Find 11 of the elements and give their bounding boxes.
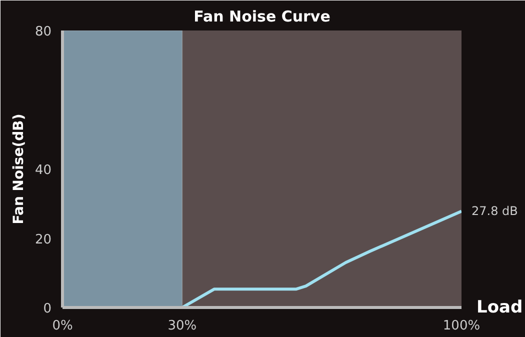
y-tick-label: 80 [34, 24, 52, 40]
data-label: 27.8 dB [472, 204, 518, 218]
y-tick-label: 40 [34, 163, 52, 178]
y-tick-label: 0 [43, 302, 52, 316]
x-tick-label: 30% [168, 318, 197, 334]
x-axis-title: Load [476, 298, 523, 318]
y-tick-label: 20 [34, 232, 52, 248]
y-axis-title: Fan Noise(dB) [10, 114, 27, 224]
x-tick-label: 100% [442, 318, 480, 334]
chart-title: Fan Noise Curve [194, 8, 330, 26]
x-tick-label: 0% [52, 318, 73, 334]
